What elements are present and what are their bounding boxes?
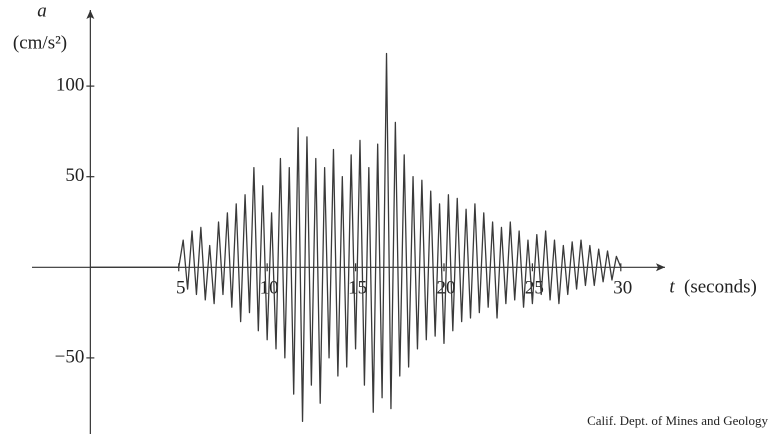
y-axis-unit: (cm/s²) — [13, 32, 67, 53]
y-tick-label: 100 — [56, 74, 85, 95]
x-tick-label: 5 — [176, 278, 186, 299]
x-axis-arrow — [656, 263, 665, 272]
y-axis-var: a — [37, 0, 47, 21]
y-tick-label: −50 — [55, 346, 85, 367]
x-tick-label: 30 — [613, 278, 632, 299]
x-axis-unit: (seconds) — [684, 276, 757, 297]
x-axis-var: t — [669, 276, 675, 297]
source: Calif. Dept. of Mines and Geology — [587, 413, 768, 428]
y-tick-label: 50 — [65, 165, 84, 186]
y-axis-arrow — [86, 10, 95, 19]
x-tick-label: 25 — [525, 278, 544, 299]
acceleration-trace — [90, 52, 622, 422]
